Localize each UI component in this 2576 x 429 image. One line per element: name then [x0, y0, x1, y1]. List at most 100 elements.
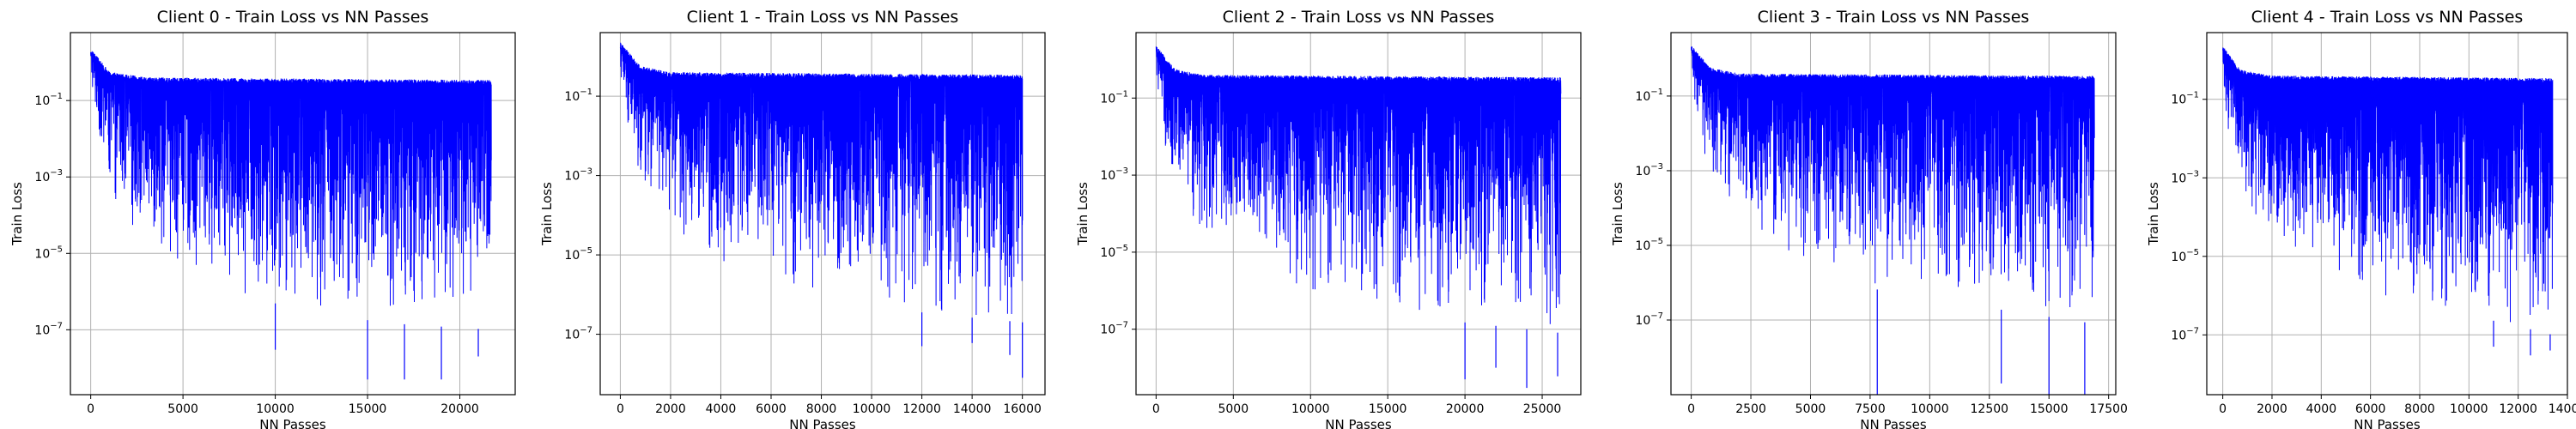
- y-tick-base: 10: [1100, 323, 1115, 337]
- y-tick-label: 10−1: [1635, 88, 1663, 104]
- x-tick-label: 7500: [1855, 402, 1886, 416]
- y-tick-exponent: −3: [580, 167, 592, 177]
- y-tick-base: 10: [1635, 90, 1650, 104]
- y-tick-label: 10−7: [1635, 311, 1663, 328]
- x-tick-label: 4000: [706, 402, 737, 416]
- x-tick-label: 15000: [2030, 402, 2069, 416]
- y-axis-label: Train Loss: [539, 182, 555, 246]
- loss-series-line: [619, 42, 1024, 316]
- chart-title: Client 4 - Train Loss vs NN Passes: [2251, 8, 2524, 27]
- y-axis-label: Train Loss: [9, 182, 25, 246]
- y-tick-label: 10−5: [1635, 237, 1663, 253]
- y-tick-label: 10−5: [34, 245, 63, 261]
- y-tick-exponent: −3: [1115, 166, 1128, 176]
- y-tick-base: 10: [34, 94, 50, 108]
- x-tick-label: 5000: [1795, 402, 1826, 416]
- x-tick-label: 0: [617, 402, 624, 416]
- y-axis-label: Train Loss: [1075, 182, 1091, 246]
- y-axis-label: Train Loss: [2146, 182, 2161, 246]
- x-tick-label: 25000: [1523, 402, 1562, 416]
- y-tick-exponent: −1: [2186, 91, 2199, 100]
- x-tick-label: 10000: [256, 402, 295, 416]
- y-tick-base: 10: [1635, 314, 1650, 328]
- y-tick-exponent: −5: [1650, 237, 1663, 246]
- x-tick-label: 15000: [1369, 402, 1407, 416]
- y-tick-label: 10−1: [2171, 91, 2199, 107]
- x-axis-label: NN Passes: [1860, 417, 1927, 429]
- y-tick-exponent: −7: [50, 321, 63, 330]
- x-axis-label: NN Passes: [1325, 417, 1392, 429]
- x-tick-label: 8000: [806, 402, 837, 416]
- loss-series-line: [2222, 47, 2554, 323]
- x-tick-label: 14000: [953, 402, 992, 416]
- y-tick-base: 10: [2171, 172, 2186, 185]
- y-tick-label: 10−1: [34, 92, 63, 108]
- x-tick-label: 0: [87, 402, 94, 416]
- x-tick-label: 4000: [2306, 402, 2336, 416]
- axes-frame: [2206, 32, 2568, 396]
- y-tick-exponent: −5: [580, 246, 592, 256]
- y-tick-exponent: −7: [580, 326, 592, 335]
- y-tick-base: 10: [564, 329, 580, 342]
- x-tick-label: 8000: [2404, 402, 2435, 416]
- y-tick-label: 10−7: [564, 326, 592, 342]
- chart-title: Client 1 - Train Loss vs NN Passes: [687, 8, 959, 27]
- x-tick-label: 0: [2219, 402, 2227, 416]
- y-tick-base: 10: [1100, 92, 1115, 106]
- y-tick-label: 10−3: [34, 168, 63, 184]
- y-tick-label: 10−3: [2171, 169, 2199, 185]
- y-axis-label: Train Loss: [1610, 182, 1625, 246]
- x-axis-label: NN Passes: [2354, 417, 2421, 429]
- y-tick-exponent: −5: [1115, 244, 1128, 253]
- x-tick-label: 6000: [756, 402, 787, 416]
- x-tick-label: 20000: [440, 402, 479, 416]
- chart-panel-1: 0 2000 4000 6000 8000 10000 12000 14000 1600010−…: [539, 8, 1046, 429]
- x-tick-label: 10000: [1911, 402, 1949, 416]
- x-tick-label: 0: [1152, 402, 1160, 416]
- loss-series-line: [90, 51, 492, 306]
- x-tick-label: 5000: [167, 402, 198, 416]
- loss-series-line: [1155, 46, 1562, 324]
- x-axis-label: NN Passes: [259, 417, 326, 429]
- y-tick-base: 10: [34, 323, 50, 337]
- x-tick-label: 10000: [853, 402, 891, 416]
- y-tick-exponent: −7: [1115, 321, 1128, 330]
- x-tick-label: 2000: [2257, 402, 2287, 416]
- x-tick-label: 2500: [1735, 402, 1766, 416]
- x-tick-label: 14000: [2549, 402, 2576, 416]
- y-tick-exponent: −1: [50, 92, 63, 101]
- y-tick-label: 10−3: [1100, 166, 1128, 183]
- y-tick-label: 10−1: [564, 88, 592, 104]
- x-tick-label: 15000: [349, 402, 387, 416]
- axes-frame: [1670, 32, 2117, 396]
- y-tick-base: 10: [1635, 165, 1650, 178]
- y-tick-label: 10−1: [1100, 89, 1128, 106]
- y-tick-label: 10−5: [1100, 244, 1128, 260]
- chart-panel-3: 0 2500 5000 7500 10000 12500 15000 1750010−710−…: [1610, 8, 2128, 429]
- chart-title: Client 0 - Train Loss vs NN Passes: [157, 8, 429, 27]
- y-tick-base: 10: [1100, 246, 1115, 260]
- y-tick-exponent: −1: [1650, 88, 1663, 97]
- x-axis-label: NN Passes: [789, 417, 856, 429]
- x-tick-label: 2000: [655, 402, 686, 416]
- y-tick-base: 10: [2171, 94, 2186, 107]
- y-tick-exponent: −3: [2186, 169, 2199, 178]
- chart-panel-2: 0 5000 10000 15000 20000 2500010−710−510−310−…: [1075, 8, 1582, 429]
- y-tick-exponent: −5: [2186, 248, 2199, 257]
- y-tick-base: 10: [2171, 329, 2186, 342]
- y-tick-label: 10−5: [564, 246, 592, 263]
- x-tick-label: 12000: [2499, 402, 2537, 416]
- y-tick-exponent: −7: [2186, 326, 2199, 335]
- axes-frame: [1135, 32, 1582, 396]
- y-tick-label: 10−3: [1635, 162, 1663, 178]
- loss-series-line: [1691, 46, 2095, 308]
- x-tick-label: 16000: [1003, 402, 1042, 416]
- y-tick-exponent: −5: [50, 245, 63, 254]
- y-tick-label: 10−7: [1100, 321, 1128, 337]
- chart-panel-0: 0 5000 10000 15000 2000010−710−510−310−1Clie…: [9, 8, 516, 429]
- y-tick-label: 10−7: [2171, 326, 2199, 342]
- y-tick-base: 10: [564, 170, 580, 184]
- x-tick-label: 20000: [1446, 402, 1485, 416]
- y-tick-exponent: −3: [50, 168, 63, 178]
